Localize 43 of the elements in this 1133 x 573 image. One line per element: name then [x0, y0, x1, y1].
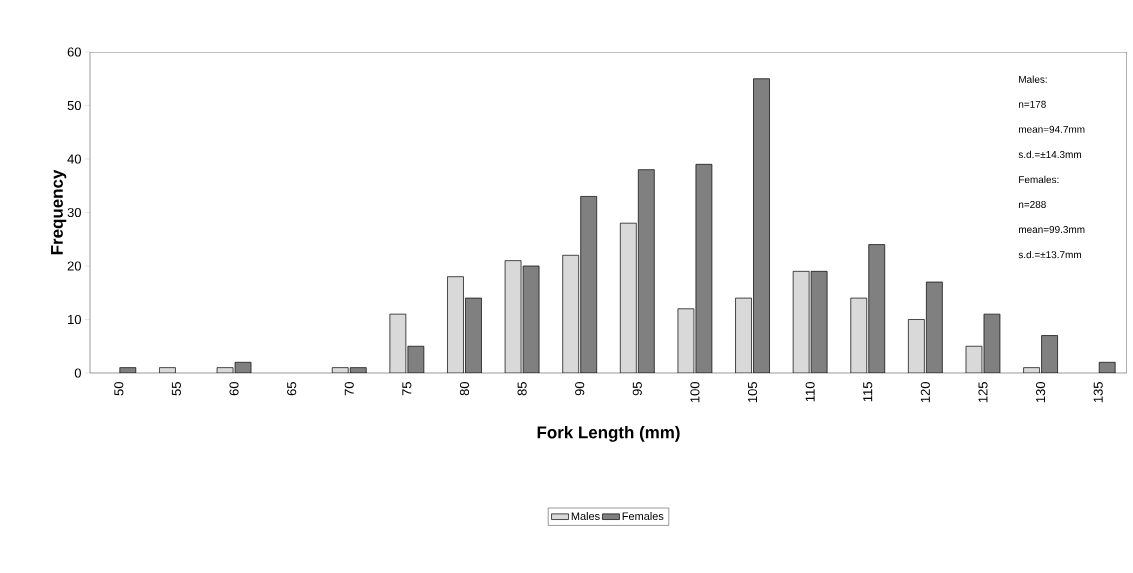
x-tick-label: 130	[1035, 382, 1046, 403]
annotation: Females:	[1019, 175, 1059, 184]
x-tick-label: 95	[632, 382, 642, 396]
x-tick-label: 80	[459, 382, 470, 396]
x-tick-label: 120	[920, 382, 930, 403]
x-tick-label: 90	[575, 382, 585, 396]
x-tick-label: 115	[863, 382, 873, 402]
bar	[447, 276, 464, 373]
x-tick-label: 100	[690, 382, 700, 403]
x-tick-label: 75	[402, 382, 412, 396]
y-tick-label: 30	[67, 207, 81, 218]
y-axis-title: Frequency	[51, 169, 67, 255]
x-tick-label: 65	[287, 382, 297, 396]
y-tick-label: 40	[67, 154, 81, 164]
bar	[908, 319, 925, 373]
y-tick-label: 20	[67, 261, 81, 271]
x-tick-label: 135	[1093, 382, 1103, 403]
x-axis-title: Fork Length (mm)	[537, 425, 680, 442]
annotation: s.d.=±14.3mm	[1018, 150, 1081, 159]
annotation: n=178	[1018, 100, 1046, 108]
bar	[562, 255, 579, 373]
x-tick-label: 60	[229, 382, 239, 396]
y-tick-label: 50	[67, 100, 81, 111]
bar	[735, 298, 752, 373]
x-tick-label: 105	[747, 382, 758, 403]
x-tick-label: 125	[978, 382, 988, 403]
annotation: Males:	[1019, 75, 1047, 83]
x-tick-label: 55	[171, 382, 181, 396]
annotation: s.d.=±13.7mm	[1018, 250, 1081, 259]
legend-label: Males	[571, 511, 600, 521]
y-tick-label: 60	[67, 47, 81, 57]
x-tick-label: 110	[805, 382, 815, 402]
legend-label: Females	[622, 511, 664, 521]
bar	[850, 298, 867, 373]
annotation: mean=94.7mm	[1018, 125, 1085, 133]
annotation: mean=99.3mm	[1018, 225, 1085, 234]
y-tick-label: 10	[68, 314, 81, 325]
x-tick-label: 50	[114, 382, 124, 396]
y-tick-label: 0	[74, 368, 81, 378]
annotation: n=288	[1018, 200, 1046, 208]
x-tick-label: 85	[517, 382, 527, 396]
bar	[620, 223, 637, 373]
x-tick-label: 70	[344, 382, 354, 396]
